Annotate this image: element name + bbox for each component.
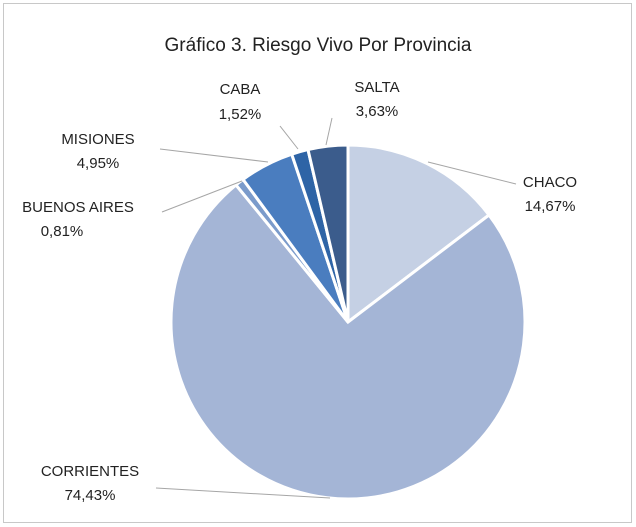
slice-value: 74,43% xyxy=(65,487,116,504)
leader-line xyxy=(427,161,517,185)
slice-value: 14,67% xyxy=(525,198,576,215)
title-area xyxy=(4,4,631,84)
leader-line xyxy=(161,180,243,213)
pie-slice xyxy=(306,143,350,323)
leader-line xyxy=(155,487,331,499)
slice-label: CHACO xyxy=(523,174,577,191)
slice-label: BUENOS AIRES xyxy=(22,199,134,216)
slice-label: CORRIENTES xyxy=(41,463,139,480)
slice-label: CABA xyxy=(220,81,261,98)
slice-label: MISIONES xyxy=(61,131,134,148)
slice-value: 0,81% xyxy=(41,223,84,240)
slice-label: SALTA xyxy=(354,79,399,96)
slice-value: 4,95% xyxy=(77,155,120,172)
leader-line xyxy=(159,148,269,163)
chart-title: Gráfico 3. Riesgo Vivo Por Provincia xyxy=(165,35,472,56)
leader-line xyxy=(325,117,333,146)
pie-slice xyxy=(346,143,492,326)
slice-value: 3,63% xyxy=(356,103,399,120)
slice-value: 1,52% xyxy=(219,106,262,123)
leader-line xyxy=(279,125,299,150)
